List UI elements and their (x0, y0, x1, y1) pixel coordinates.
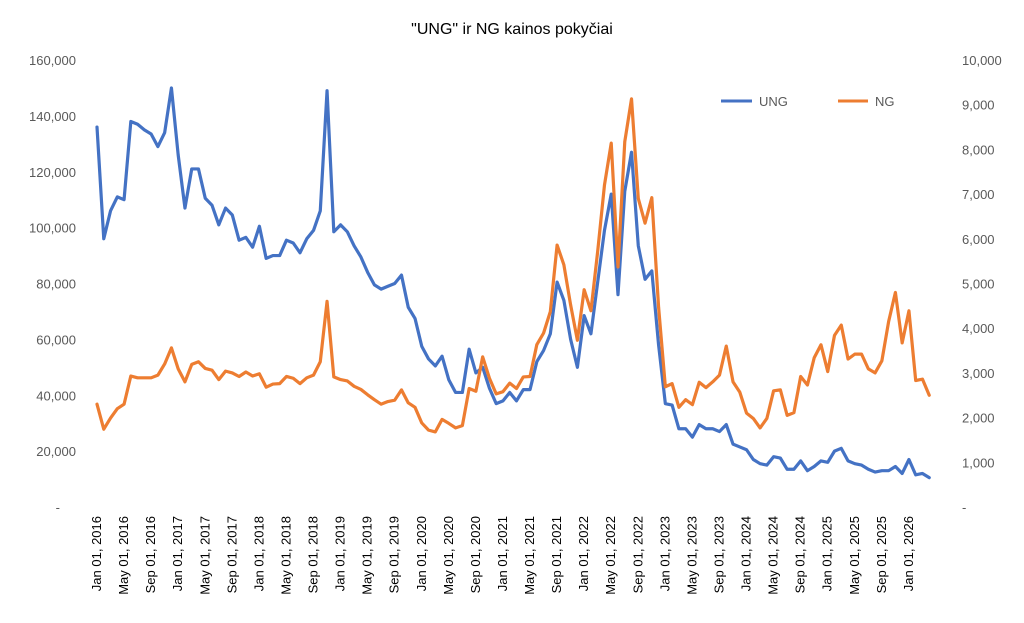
x-axis-tick-label: May 01, 2016 (116, 516, 131, 595)
left-axis-tick-label: 160,000 (29, 53, 76, 68)
right-axis-tick-label: 5,000 (962, 277, 995, 292)
right-axis-tick-label: 10,000 (962, 53, 1002, 68)
x-axis-tick-label: Jan 01, 2023 (657, 516, 672, 591)
x-axis-tick-label: May 01, 2022 (603, 516, 618, 595)
x-axis-tick-label: Sep 01, 2018 (306, 516, 321, 593)
x-axis-tick-label: Sep 01, 2020 (468, 516, 483, 593)
right-axis: - 1,000 2,000 3,000 4,000 5,000 6,000 7,000 8,00… (962, 53, 1002, 515)
x-axis-tick-label: Jan 01, 2017 (170, 516, 185, 591)
right-axis-tick-label: 6,000 (962, 232, 995, 247)
x-axis-tick-label: May 01, 2018 (278, 516, 293, 595)
left-axis-tick-label: 20,000 (36, 444, 76, 459)
legend-ng-label: NG (875, 94, 895, 109)
legend: UNG NG (721, 94, 895, 109)
left-axis-tick-label: 100,000 (29, 221, 76, 236)
x-axis-tick-label: May 01, 2020 (441, 516, 456, 595)
x-axis-tick-label: Jan 01, 2025 (820, 516, 835, 591)
right-axis-tick-label: - (962, 500, 966, 515)
left-axis-tick-label: - (56, 500, 60, 515)
x-axis-tick-label: Sep 01, 2016 (143, 516, 158, 593)
right-axis-tick-label: 8,000 (962, 142, 995, 157)
x-axis-tick-label: May 01, 2024 (766, 516, 781, 595)
right-axis-tick-label: 3,000 (962, 366, 995, 381)
x-axis-tick-label: Jan 01, 2024 (739, 516, 754, 591)
left-axis-tick-label: 120,000 (29, 165, 76, 180)
right-axis-tick-label: 1,000 (962, 455, 995, 470)
x-axis-tick-label: May 01, 2017 (197, 516, 212, 595)
x-axis-tick-label: Jan 01, 2026 (901, 516, 916, 591)
legend-ung-label: UNG (759, 94, 788, 109)
left-axis-tick-label: 80,000 (36, 277, 76, 292)
x-axis-tick-label: May 01, 2025 (847, 516, 862, 595)
x-axis-tick-label: Sep 01, 2019 (387, 516, 402, 593)
series-line-ng (95, 97, 931, 434)
x-axis: Jan 01, 2016 May 01, 2016 Sep 01, 2016 Jan … (89, 516, 916, 595)
x-axis-tick-label: Jan 01, 2019 (333, 516, 348, 591)
left-axis-tick-label: 140,000 (29, 109, 76, 124)
right-axis-tick-label: 9,000 (962, 98, 995, 113)
left-axis: - 20,000 40,000 60,000 80,000 100,000 120,000 1… (29, 53, 76, 515)
x-axis-tick-label: Sep 01, 2025 (874, 516, 889, 593)
chart-title: "UNG" ir NG kainos pokyčiai (411, 21, 613, 38)
x-axis-tick-label: Sep 01, 2023 (711, 516, 726, 593)
x-axis-tick-label: May 01, 2021 (522, 516, 537, 595)
x-axis-tick-label: Jan 01, 2020 (414, 516, 429, 591)
x-axis-tick-label: Sep 01, 2022 (630, 516, 645, 593)
right-axis-tick-label: 7,000 (962, 187, 995, 202)
left-axis-tick-label: 60,000 (36, 332, 76, 347)
right-axis-tick-label: 4,000 (962, 321, 995, 336)
x-axis-tick-label: Jan 01, 2018 (251, 516, 266, 591)
x-axis-tick-label: Sep 01, 2017 (224, 516, 239, 593)
x-axis-tick-label: May 01, 2019 (360, 516, 375, 595)
x-axis-tick-label: Sep 01, 2021 (549, 516, 564, 593)
left-axis-tick-label: 40,000 (36, 388, 76, 403)
series-layer (95, 86, 931, 480)
x-axis-tick-label: Jan 01, 2021 (495, 516, 510, 591)
x-axis-tick-label: Jan 01, 2022 (576, 516, 591, 591)
x-axis-tick-label: Jan 01, 2016 (89, 516, 104, 591)
series-line-ung (95, 86, 931, 480)
right-axis-tick-label: 2,000 (962, 411, 995, 426)
x-axis-tick-label: May 01, 2023 (684, 516, 699, 595)
x-axis-tick-label: Sep 01, 2024 (793, 516, 808, 593)
